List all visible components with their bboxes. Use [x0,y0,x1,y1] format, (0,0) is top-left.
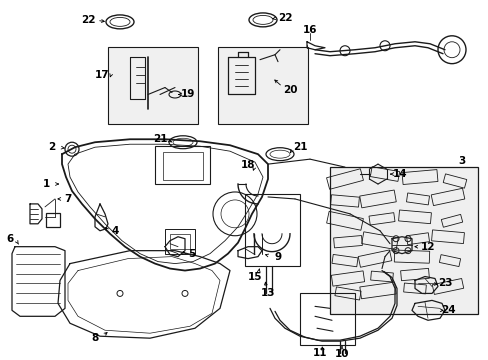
Text: 20: 20 [282,85,297,95]
Bar [334,287,360,300]
Text: 22: 22 [277,13,292,23]
Text: 24: 24 [440,305,454,315]
Text: 6: 6 [6,234,14,244]
Bar [330,195,359,207]
Text: 23: 23 [437,279,451,288]
Text: 21: 21 [292,142,306,152]
Bar [401,170,437,185]
Text: 12: 12 [420,242,434,252]
Bar [164,229,195,254]
Bar [370,271,392,282]
Text: 15: 15 [247,271,262,282]
Bar [431,230,464,244]
Bar [439,255,460,266]
Text: 1: 1 [42,179,49,189]
Bar [331,271,364,286]
Text: 8: 8 [91,333,99,343]
Text: 5: 5 [188,249,195,258]
Text: 3: 3 [457,156,465,166]
Bar [359,190,395,208]
Text: 22: 22 [81,15,95,25]
Text: 10: 10 [334,349,348,359]
Bar [393,250,429,263]
Text: 11: 11 [312,348,326,358]
Bar [46,213,60,227]
Bar [406,233,428,245]
Bar [329,167,477,314]
Bar [440,215,462,227]
Text: 21: 21 [152,134,167,144]
Bar [400,268,428,281]
Bar [155,146,209,184]
Text: 13: 13 [260,288,275,298]
Bar [170,234,190,249]
Bar [163,152,203,180]
Bar [326,169,363,189]
Bar [218,47,307,124]
Bar [369,167,399,181]
Bar [299,293,354,345]
Text: 16: 16 [302,25,317,35]
Bar [359,282,395,299]
Bar [326,211,363,230]
Bar [331,255,357,267]
Text: 17: 17 [95,69,109,80]
Text: 7: 7 [64,194,72,204]
Bar [406,193,428,205]
Text: 19: 19 [181,90,195,99]
Bar [442,174,466,188]
Bar [403,283,426,294]
Bar [398,210,430,224]
Bar [431,279,463,294]
Bar [368,213,394,225]
Text: 14: 14 [392,169,407,179]
Bar [244,194,299,266]
Bar [361,232,397,249]
Text: 9: 9 [274,252,281,262]
Bar [430,188,464,206]
Bar [333,235,362,248]
Text: 2: 2 [48,142,56,152]
Text: 4: 4 [111,226,119,236]
Bar [358,250,391,267]
Text: 18: 18 [240,160,255,170]
Bar [108,47,198,124]
